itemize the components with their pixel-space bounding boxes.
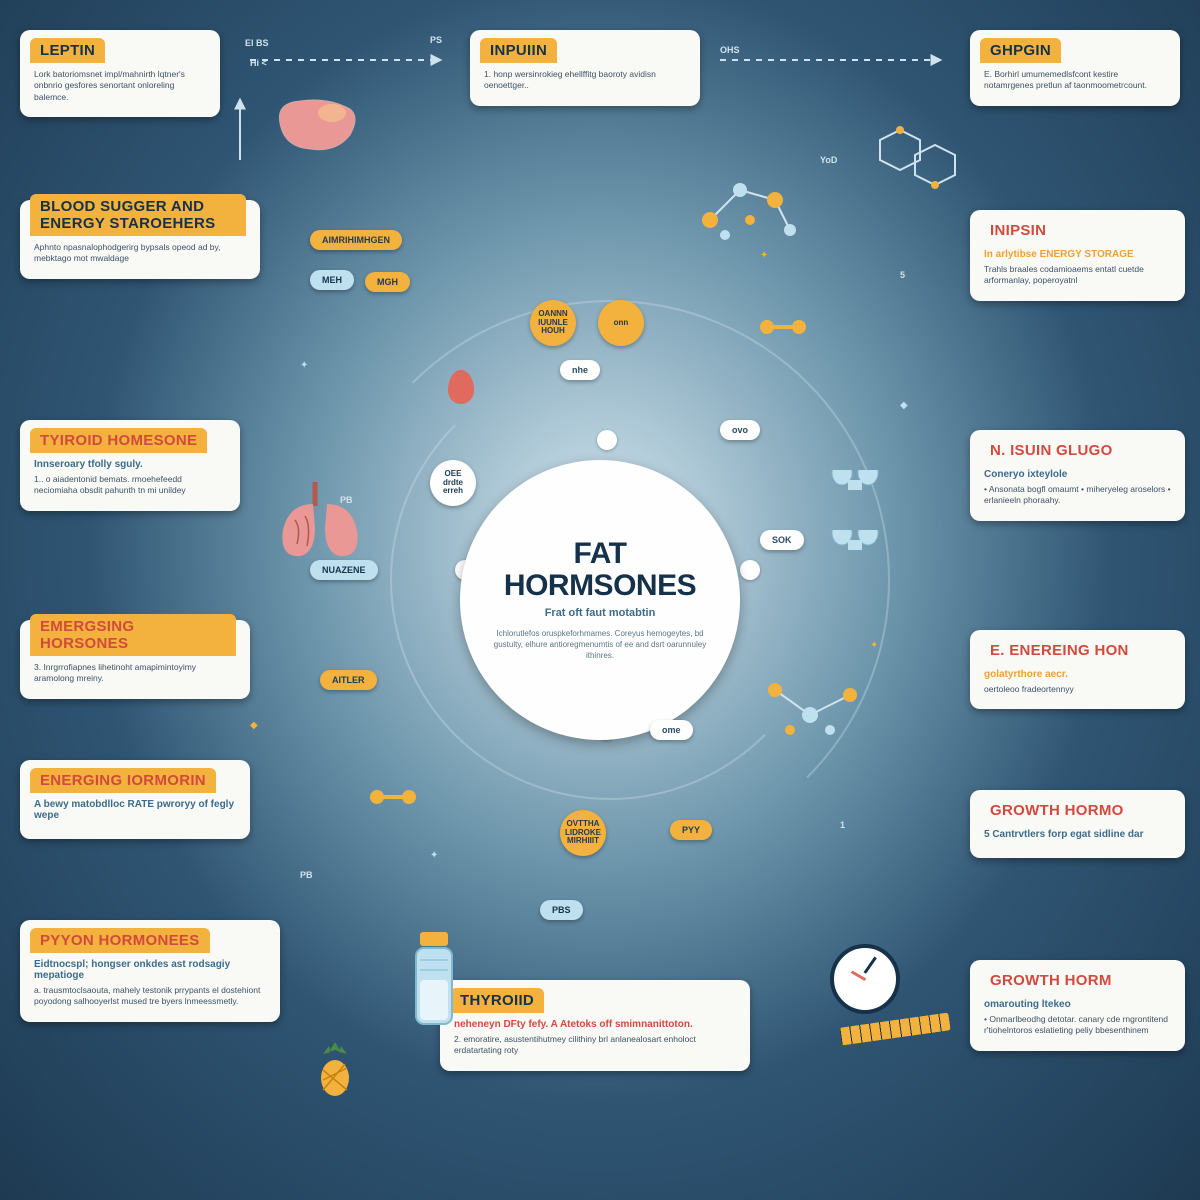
card-body: 1.. o aiadentonid bemats. rmoehefeedd ne… (34, 474, 226, 497)
sparkle-icon: ✦ (870, 640, 878, 651)
card-subtitle: Coneryo ixteylole (984, 469, 1171, 480)
card-header: ENERGING IORMORIN (30, 768, 216, 793)
card-header: PYYON HORMONEES (30, 928, 210, 953)
badge-circle: OEEdrdteerreh (430, 460, 476, 506)
card-growth1: GROWTH HORMO 5 Cantrvtlers forp egat sidl… (970, 790, 1185, 858)
card-header: GHPGIN (980, 38, 1061, 63)
card-header: TYIROID HOMESONE (30, 428, 207, 453)
card-emerginghor: E. ENEREING HON golatyrthore aecr. oertole… (970, 630, 1185, 709)
card-thyroid: THYROIID neheneyn DFty fefy. A Atetoks of… (440, 980, 750, 1071)
sparkle-icon: ◆ (250, 720, 258, 731)
card-subtitle: Innseroary tfolly sguly. (34, 459, 226, 470)
card-subtitle: A bewy matobdlloc RATE pwroryy of fegly … (34, 799, 236, 821)
gland-icon (830, 470, 880, 500)
pill-label: ome (650, 720, 693, 740)
pill-label: NUAZENE (310, 560, 378, 580)
blood-drop-icon (448, 370, 474, 404)
pill-label: MGH (365, 272, 410, 292)
card-subtitle: In arlytibse ENERGY STORAGE (984, 249, 1171, 260)
pill-label: AIMRIHIMHGEN (310, 230, 402, 250)
sparkle-icon: ✦ (760, 250, 768, 261)
card-energing: ENERGING IORMORIN A bewy matobdlloc RATE … (20, 760, 250, 839)
card-body: • Ansonata bogfl omaumt • miheryeleg aro… (984, 484, 1171, 507)
clock-icon (830, 944, 900, 1014)
pill-label: AITLER (320, 670, 377, 690)
center-title: FAT HORMSONES (504, 538, 696, 601)
card-subtitle: Eidtnocspl; hongser onkdes ast rodsagiy … (34, 959, 266, 981)
card-header: BLOOD SUGGER AND ENERGY STAROEHERS (30, 194, 246, 236)
pill-label: nhe (560, 360, 600, 380)
card-header: INIPSIN (980, 218, 1056, 243)
dumbbell-icon (760, 320, 806, 334)
card-inipsin: INIPSIN In arlytibse ENERGY STORAGE Trahls… (970, 210, 1185, 301)
badge-circle: OANNNIUUNLEHOUH (530, 300, 576, 346)
ring-node (740, 560, 760, 580)
card-body: Aphnto npasnalophodgerirg bypsals opeod … (34, 242, 246, 265)
badge-circle: OVTTHALIDROKEMIRHIIIT (560, 810, 606, 856)
sparkle-icon: ✦ (300, 360, 308, 371)
lungs-icon (275, 480, 365, 560)
card-header: EMERGSING HORSONES (30, 614, 236, 656)
card-body: a. trausmtoclsaouta, mahely testonik prr… (34, 985, 266, 1008)
card-subtitle: neheneyn DFty fefy. A Atetoks off smimna… (454, 1019, 736, 1030)
card-header: THYROIID (450, 988, 544, 1013)
card-body: 2. emoratire, asustentihutmey cilithiny … (454, 1034, 736, 1057)
pill-label: MEH (310, 270, 354, 290)
molecule-icon (760, 660, 880, 750)
card-thyroidleft: TYIROID HOMESONE Innseroary tfolly sguly.… (20, 420, 240, 511)
center-description: Ichlorutlefos oruspkeforhmames. Coreyus … (490, 629, 710, 661)
center-hub: FAT HORMSONES Frat oft faut motabtin Ich… (460, 460, 740, 740)
pill-label: PYY (670, 820, 712, 840)
card-header: GROWTH HORMO (980, 798, 1134, 823)
center-subtitle: Frat oft faut motabtin (545, 607, 656, 619)
ring-node (597, 430, 617, 450)
card-header: N. ISUIN GLUGO (980, 438, 1123, 463)
card-body: • Onmarlbeodhg detotar. canary cde rngro… (984, 1014, 1171, 1037)
bottle-icon (410, 930, 458, 1030)
sparkle-icon: ✦ (430, 850, 438, 861)
card-body: oertoleoo fradeortennyy (984, 684, 1171, 695)
card-header: LEPTIN (30, 38, 105, 63)
dumbbell-icon (370, 790, 416, 804)
pineapple-icon (315, 1040, 355, 1100)
card-ghpgin: GHPGIN E. Borhirl umumemedlsfcont kestire… (970, 30, 1180, 106)
pill-label: ovo (720, 420, 760, 440)
badge-circle: onn (598, 300, 644, 346)
gland-icon (830, 530, 880, 560)
card-pyon: PYYON HORMONEES Eidtnocspl; hongser onkde… (20, 920, 280, 1022)
card-isuin: N. ISUIN GLUGO Coneryo ixteylole • Ansonat… (970, 430, 1185, 521)
sparkle-icon: ◆ (900, 400, 908, 411)
connector-arrows (220, 40, 980, 200)
card-bloodsugar: BLOOD SUGGER AND ENERGY STAROEHERSAphnto… (20, 200, 260, 279)
card-header: E. ENEREING HON (980, 638, 1139, 663)
card-subtitle: 5 Cantrvtlers forp egat sidline dar (984, 829, 1171, 840)
card-subtitle: omarouting ltekeo (984, 999, 1171, 1010)
card-growth2: GROWTH HORM omarouting ltekeo • Onmarlbeod… (970, 960, 1185, 1051)
floating-tag: 1 (840, 820, 845, 830)
floating-tag: 5 (900, 270, 905, 280)
card-emerging1: EMERGSING HORSONES3. Inrgrrofiapnes lihe… (20, 620, 250, 699)
pill-label: PBS (540, 900, 583, 920)
card-body: Trahls braales codamioaems entatl cuetde… (984, 264, 1171, 287)
card-body: Lork batoriomsnet impl/mahnirth lqtner's… (34, 69, 206, 103)
card-leptin: LEPTIN Lork batoriomsnet impl/mahnirth lq… (20, 30, 220, 117)
card-header: GROWTH HORM (980, 968, 1122, 993)
floating-tag: PB (300, 870, 313, 880)
card-subtitle: golatyrthore aecr. (984, 669, 1171, 680)
card-body: E. Borhirl umumemedlsfcont kestire notam… (984, 69, 1166, 92)
pill-label: SOK (760, 530, 804, 550)
card-body: 3. Inrgrrofiapnes lihetinoht amapimintoy… (34, 662, 236, 685)
